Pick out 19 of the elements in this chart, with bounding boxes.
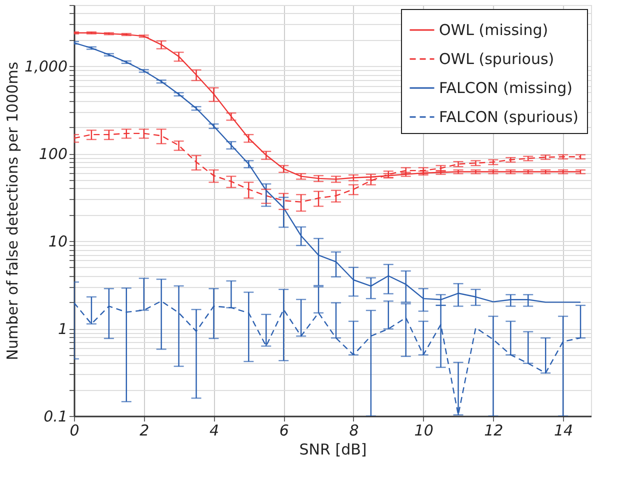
x-tick-label: 0 bbox=[70, 422, 80, 440]
y-tick-label: 0.1 bbox=[44, 408, 68, 426]
x-axis-title: SNR [dB] bbox=[299, 440, 367, 458]
x-tick-label: 8 bbox=[349, 422, 359, 440]
legend-label: FALCON (missing) bbox=[439, 79, 572, 97]
legend-label: FALCON (spurious) bbox=[439, 108, 579, 126]
y-tick-label: 1,000 bbox=[24, 58, 68, 76]
x-tick-label: 2 bbox=[140, 422, 150, 440]
y-axis-title: Number of false detections per 1000ms bbox=[4, 62, 22, 360]
y-tick-label: 100 bbox=[38, 145, 68, 164]
x-tick-label: 4 bbox=[209, 422, 220, 440]
x-tick-label: 10 bbox=[414, 422, 434, 440]
y-tick-label: 10 bbox=[48, 232, 68, 251]
x-tick-label: 6 bbox=[279, 422, 289, 440]
legend-label: OWL (spurious) bbox=[439, 50, 554, 68]
x-tick-label: 14 bbox=[554, 422, 574, 440]
y-tick-label: 1 bbox=[58, 320, 68, 338]
x-tick-label: 12 bbox=[484, 422, 504, 440]
legend-label: OWL (missing) bbox=[439, 21, 548, 39]
